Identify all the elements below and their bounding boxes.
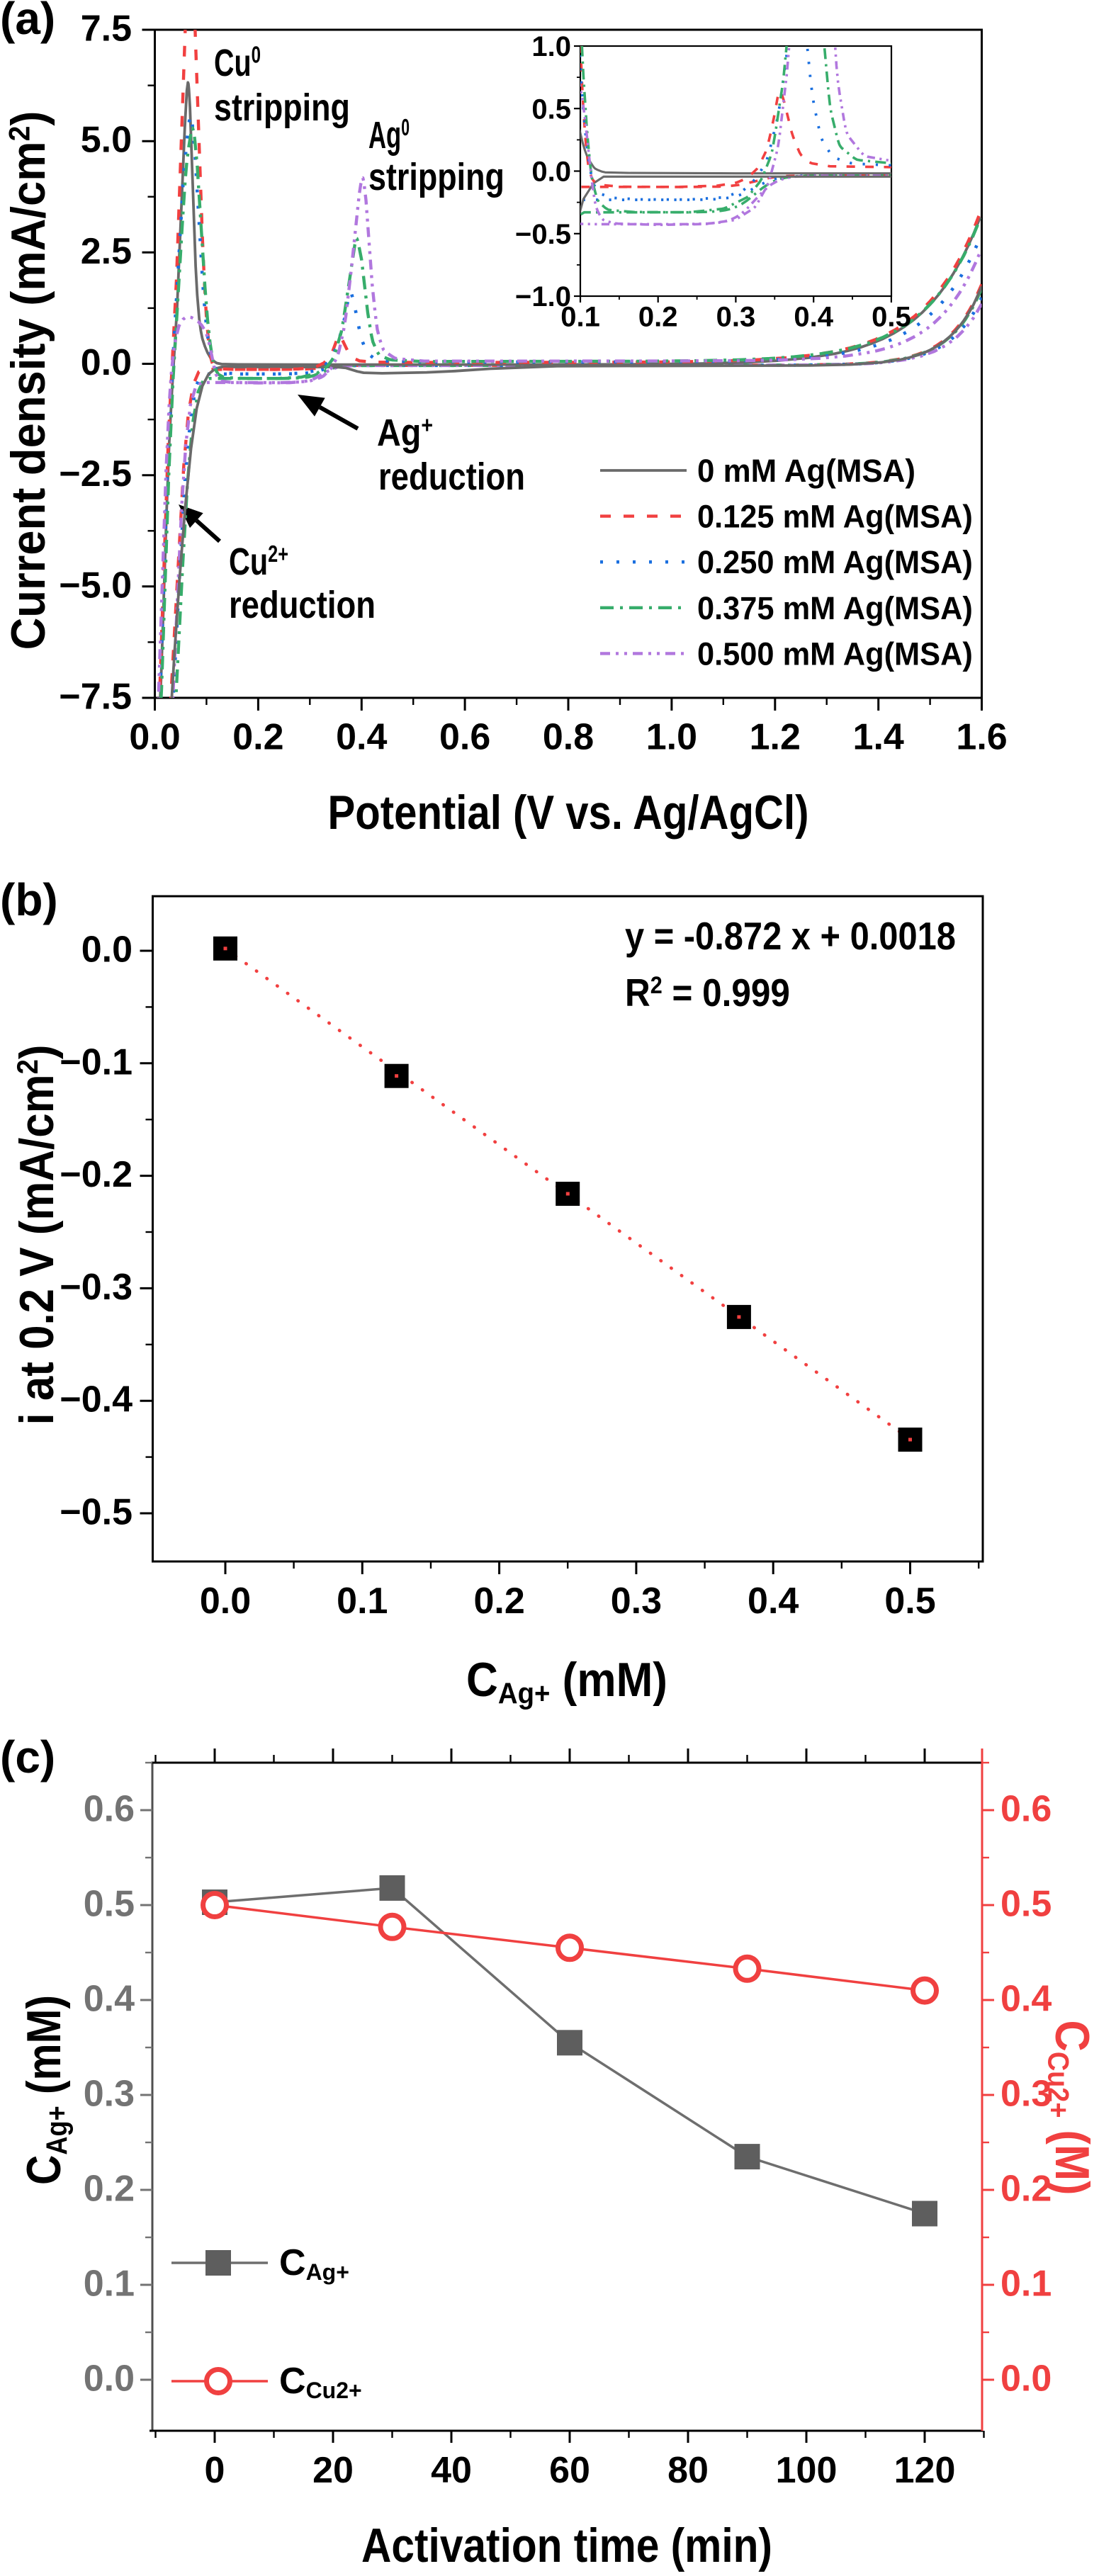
svg-text:0.3: 0.3 <box>611 1581 662 1622</box>
svg-text:0.2: 0.2 <box>638 302 678 333</box>
svg-text:−0.3: −0.3 <box>60 1267 133 1308</box>
svg-text:−2.5: −2.5 <box>59 453 132 495</box>
svg-text:(c): (c) <box>0 1732 55 1783</box>
svg-text:(a): (a) <box>0 0 55 44</box>
svg-text:0.125 mM Ag(MSA): 0.125 mM Ag(MSA) <box>697 499 973 535</box>
svg-text:R2 = 0.999: R2 = 0.999 <box>625 972 790 1015</box>
svg-text:120: 120 <box>894 2450 956 2491</box>
svg-text:0.0: 0.0 <box>84 2358 135 2400</box>
svg-text:−0.2: −0.2 <box>60 1154 133 1195</box>
svg-text:0.0: 0.0 <box>200 1581 251 1622</box>
svg-text:(b): (b) <box>0 874 58 925</box>
svg-text:CCu2+: CCu2+ <box>279 2361 362 2403</box>
svg-text:−1.0: −1.0 <box>515 281 571 312</box>
svg-text:0.0: 0.0 <box>531 157 571 188</box>
svg-text:0.5: 0.5 <box>872 302 911 333</box>
svg-text:−0.5: −0.5 <box>60 1492 133 1533</box>
svg-text:Activation time (min): Activation time (min) <box>361 2519 772 2572</box>
svg-text:−0.4: −0.4 <box>60 1379 133 1420</box>
svg-text:0.1: 0.1 <box>84 2264 135 2305</box>
svg-text:2.5: 2.5 <box>81 231 132 272</box>
svg-text:0.4: 0.4 <box>1001 1979 1052 2020</box>
svg-text:0.5: 0.5 <box>84 1884 135 1925</box>
svg-text:0.4: 0.4 <box>748 1581 799 1622</box>
svg-text:Current density (mA/cm2): Current density (mA/cm2) <box>1 111 55 650</box>
svg-text:80: 80 <box>667 2450 709 2491</box>
svg-text:−7.5: −7.5 <box>59 677 132 718</box>
svg-text:0.6: 0.6 <box>1001 1789 1052 1830</box>
svg-text:7.5: 7.5 <box>81 8 132 49</box>
svg-text:CAg+ (mM): CAg+ (mM) <box>18 1995 74 2185</box>
svg-text:0.6: 0.6 <box>439 717 490 758</box>
svg-text:0.0: 0.0 <box>81 930 133 971</box>
svg-text:y = -0.872 x + 0.0018: y = -0.872 x + 0.0018 <box>625 915 956 958</box>
svg-text:Potential (V vs. Ag/AgCl): Potential (V vs. Ag/AgCl) <box>328 786 809 840</box>
svg-text:0.6: 0.6 <box>84 1789 135 1830</box>
svg-text:CAg+ (mM): CAg+ (mM) <box>466 1652 667 1710</box>
svg-text:0.1: 0.1 <box>560 302 600 333</box>
svg-text:−5.0: −5.0 <box>59 565 132 606</box>
svg-text:Ag+: Ag+ <box>377 411 433 454</box>
svg-text:stripping: stripping <box>214 86 350 129</box>
svg-text:0.2: 0.2 <box>232 717 283 758</box>
svg-text:0.0: 0.0 <box>81 342 132 383</box>
svg-text:0.500 mM Ag(MSA): 0.500 mM Ag(MSA) <box>697 637 973 672</box>
svg-text:0 mM Ag(MSA): 0 mM Ag(MSA) <box>697 454 915 490</box>
svg-text:40: 40 <box>431 2450 472 2491</box>
svg-text:0.3: 0.3 <box>716 302 756 333</box>
svg-text:5.0: 5.0 <box>81 120 132 161</box>
svg-text:0.8: 0.8 <box>543 717 594 758</box>
svg-text:0.2: 0.2 <box>473 1581 524 1622</box>
svg-text:reduction: reduction <box>229 583 376 626</box>
svg-text:0.4: 0.4 <box>336 717 387 758</box>
svg-text:CAg+: CAg+ <box>279 2242 349 2285</box>
svg-text:0: 0 <box>205 2450 225 2491</box>
svg-text:60: 60 <box>549 2450 590 2491</box>
svg-text:1.2: 1.2 <box>750 717 801 758</box>
svg-text:0.0: 0.0 <box>1001 2358 1052 2400</box>
svg-text:0.0: 0.0 <box>129 717 180 758</box>
svg-text:1.4: 1.4 <box>853 717 904 758</box>
svg-text:i at 0.2 V (mA/cm2): i at 0.2 V (mA/cm2) <box>9 1045 63 1425</box>
svg-text:20: 20 <box>312 2450 354 2491</box>
svg-text:0.3: 0.3 <box>1001 2074 1052 2115</box>
svg-text:0.1: 0.1 <box>337 1581 388 1622</box>
svg-text:−0.5: −0.5 <box>515 219 571 250</box>
svg-text:0.5: 0.5 <box>1001 1884 1052 1925</box>
svg-text:0.2: 0.2 <box>1001 2169 1052 2210</box>
svg-text:0.3: 0.3 <box>84 2074 135 2115</box>
svg-text:1.6: 1.6 <box>956 717 1007 758</box>
svg-text:0.5: 0.5 <box>531 94 571 125</box>
svg-text:Cu2+: Cu2+ <box>229 541 288 584</box>
svg-text:0.5: 0.5 <box>884 1581 935 1622</box>
svg-text:reduction: reduction <box>378 455 525 498</box>
svg-text:Ag0: Ag0 <box>368 113 410 157</box>
svg-text:0.1: 0.1 <box>1001 2264 1052 2305</box>
svg-text:0.250 mM Ag(MSA): 0.250 mM Ag(MSA) <box>697 545 973 580</box>
svg-text:0.375 mM Ag(MSA): 0.375 mM Ag(MSA) <box>697 591 973 626</box>
svg-text:0.2: 0.2 <box>84 2169 135 2210</box>
svg-text:0.4: 0.4 <box>84 1979 135 2020</box>
svg-text:1.0: 1.0 <box>646 717 697 758</box>
svg-text:−0.1: −0.1 <box>60 1041 133 1083</box>
svg-text:CCu2+ (M): CCu2+ (M) <box>1042 2021 1100 2196</box>
svg-text:0.4: 0.4 <box>794 302 833 333</box>
svg-text:Cu0: Cu0 <box>214 42 261 85</box>
svg-text:stripping: stripping <box>368 155 505 198</box>
svg-text:100: 100 <box>776 2450 838 2491</box>
svg-text:1.0: 1.0 <box>531 31 571 62</box>
